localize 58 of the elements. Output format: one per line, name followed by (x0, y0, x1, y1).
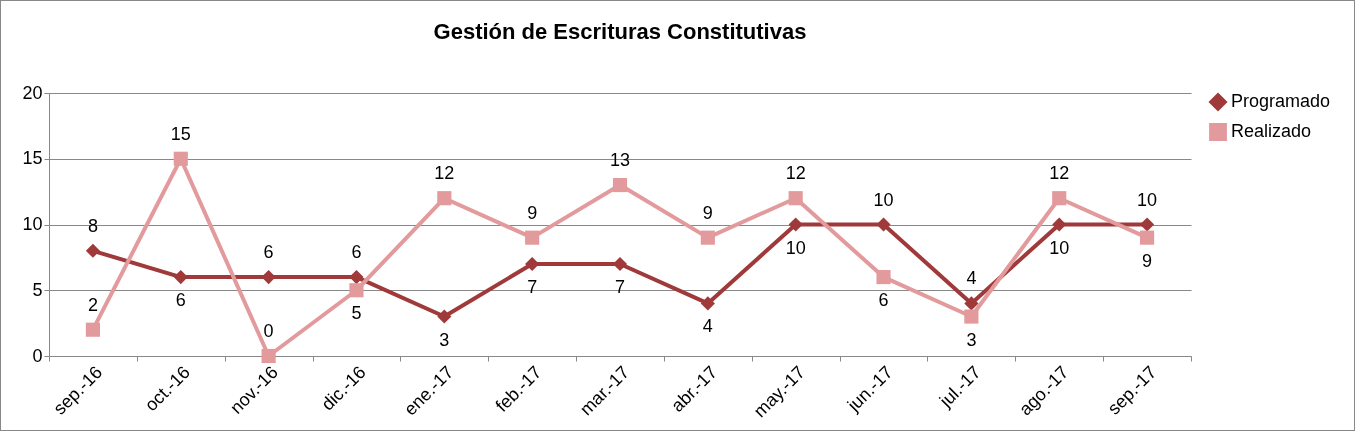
point (964, 309, 979, 324)
y-tick-label: 5 (32, 279, 43, 300)
point (437, 191, 452, 206)
point (964, 296, 979, 311)
point (876, 270, 891, 285)
data-label: 6 (351, 242, 362, 263)
data-label: 9 (702, 202, 713, 223)
point (437, 309, 452, 324)
data-label: 7 (614, 276, 626, 297)
data-label: 10 (1049, 237, 1070, 258)
y-tick-label: 15 (22, 148, 43, 169)
point (700, 296, 715, 311)
data-label: 13 (609, 150, 631, 171)
data-label: 12 (434, 163, 455, 184)
y-tick-label: 20 (22, 82, 43, 103)
point (173, 151, 188, 166)
data-label: 9 (527, 202, 538, 223)
data-label: 3 (439, 329, 450, 350)
point (85, 322, 100, 337)
data-label: 7 (527, 276, 538, 297)
point (876, 217, 891, 232)
data-label: 10 (785, 237, 806, 258)
y-tick-label: 0 (32, 345, 43, 366)
data-label: 15 (170, 123, 191, 144)
point (1052, 217, 1067, 232)
point (1052, 191, 1067, 206)
point (700, 230, 715, 245)
legend-label: Programado (1231, 91, 1331, 111)
data-label: 6 (263, 242, 274, 263)
legend-label: Realizado (1231, 121, 1312, 141)
data-label: 12 (785, 163, 806, 184)
y-tick-label: 10 (22, 214, 43, 234)
data-label: 12 (1049, 163, 1070, 184)
data-label: 4 (702, 316, 713, 337)
point (349, 270, 364, 285)
point (788, 217, 803, 232)
point (1140, 230, 1155, 245)
data-label: 6 (175, 290, 186, 311)
point (525, 230, 540, 245)
data-label: 10 (873, 189, 894, 210)
point (349, 283, 364, 298)
point (261, 348, 276, 364)
point (173, 270, 188, 285)
data-label: 4 (966, 268, 977, 289)
data-label: 3 (966, 329, 977, 350)
data-label: 9 (1142, 250, 1153, 271)
point (1140, 217, 1155, 232)
data-label: 10 (1137, 189, 1158, 210)
point (85, 243, 100, 258)
data-label: 0 (263, 321, 274, 341)
point (261, 270, 276, 285)
data-label: 6 (878, 290, 889, 311)
data-label: 5 (351, 303, 362, 324)
chart-title: Gestión de Escrituras Constitutivas (433, 19, 807, 44)
data-label: 2 (87, 294, 98, 315)
point (788, 191, 803, 206)
point (612, 177, 628, 193)
data-label: 8 (87, 215, 98, 236)
